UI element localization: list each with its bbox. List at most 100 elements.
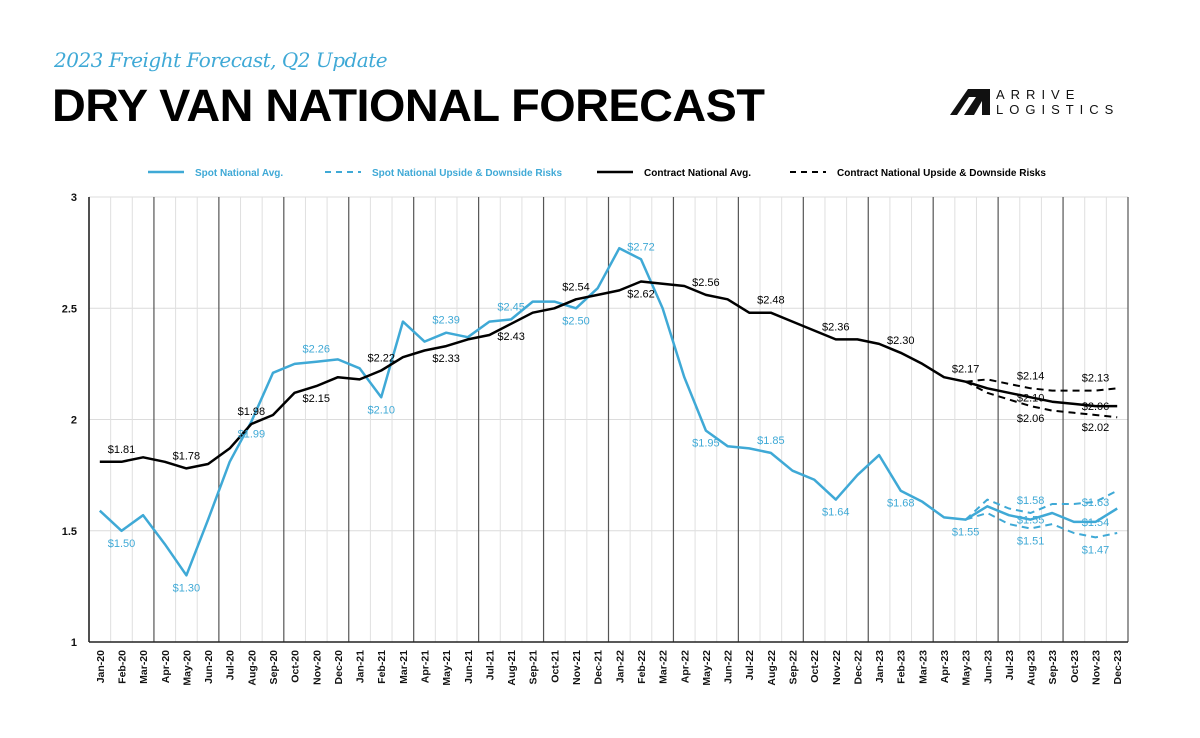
x-tick-label: Nov-23 [1091,650,1103,685]
data-label: $1.64 [822,507,850,519]
x-tick-label: Dec-21 [593,650,605,685]
x-tick-label: Mar-22 [658,650,670,684]
data-label: $1.47 [1082,544,1110,556]
x-tick-label: Sep-23 [1047,650,1059,685]
data-label: $2.02 [1082,422,1110,434]
legend-item: Spot National Upside & Downside Risks [325,168,562,179]
data-label: $2.06 [1082,401,1110,413]
x-tick-label: Jan-21 [355,650,367,683]
data-label: $1.98 [238,406,266,418]
data-label: $2.14 [1017,370,1045,382]
x-tick-label: Mar-20 [138,650,150,684]
x-tick-label: Sep-22 [787,650,799,685]
x-tick-label: Oct-21 [549,650,561,683]
x-tick-label: Jun-23 [982,650,994,684]
data-label: $2.50 [562,315,590,327]
data-label: $1.85 [757,435,785,447]
data-label: $1.55 [1017,515,1045,527]
data-label: $2.13 [1082,373,1110,385]
data-label: $2.48 [757,295,785,307]
x-tick-label: Mar-21 [398,650,410,684]
series-line-spot-national-upside-downside-risks [965,489,1118,521]
x-tick-label: Jan-20 [95,650,107,683]
x-tick-label: Jul-22 [744,650,756,681]
x-tick-label: Oct-20 [290,650,302,683]
legend-item: Contract National Upside & Downside Risk… [790,168,1046,179]
data-label: $1.99 [238,429,266,441]
page-title: DRY VAN NATIONAL FORECAST [52,80,765,131]
y-tick-label: 3 [71,192,77,204]
x-tick-label: Dec-23 [1112,650,1124,685]
x-tick-label: Nov-20 [311,650,323,685]
data-label: $1.95 [692,438,720,450]
data-label: $2.17 [952,364,980,376]
data-label: $2.54 [562,281,590,293]
y-tick-label: 1.5 [62,526,77,538]
data-label: $1.50 [108,538,136,550]
legend-label: Spot National Avg. [195,168,283,179]
data-label: $2.10 [367,404,395,416]
x-tick-label: Aug-23 [1026,650,1038,686]
x-tick-label: Jun-20 [203,650,215,684]
x-tick-label: Nov-22 [831,650,843,685]
x-tick-label: Dec-22 [852,650,864,685]
x-tick-label: May-20 [181,650,193,686]
data-label: $1.68 [887,498,915,510]
x-tick-label: Apr-23 [939,650,951,683]
series-line-spot-national-avg- [98,246,1118,577]
x-tick-label: Jan-23 [874,650,886,683]
legend-label: Contract National Avg. [644,168,751,179]
data-label: $2.36 [822,321,850,333]
x-tick-label: Feb-23 [896,650,908,684]
data-label: $1.55 [952,527,980,539]
x-tick-label: May-23 [961,650,973,686]
legend-item: Contract National Avg. [597,168,751,179]
x-tick-label: Jun-22 [723,650,735,684]
x-tick-label: Aug-20 [246,650,258,686]
data-label: $1.30 [173,582,201,594]
legend-label: Spot National Upside & Downside Risks [372,168,562,179]
data-label: $2.56 [692,277,720,289]
series-line-contract-national-avg- [99,280,1118,470]
x-tick-label: Feb-22 [636,650,648,684]
data-label: $1.63 [1082,497,1110,509]
x-tick-label: Feb-21 [376,650,388,684]
x-tick-label: Dec-20 [333,650,345,685]
x-tick-label: Sep-20 [268,650,280,685]
logo-text-arrive: ARRIVE [996,87,1081,102]
arrive-logistics-logo: ARRIVE LOGISTICS [950,87,1119,117]
data-label: $2.22 [367,353,395,365]
x-tick-label: Apr-20 [160,650,172,683]
y-tick-label: 2.5 [62,303,77,315]
subtitle: 2023 Freight Forecast, Q2 Update [54,48,388,72]
data-label: $2.72 [627,241,655,253]
data-label: $2.62 [627,289,655,301]
x-tick-label: Oct-22 [809,650,821,683]
data-label: $2.30 [887,335,915,347]
y-tick-label: 2 [71,415,77,427]
data-label: $2.15 [303,393,331,405]
x-tick-label: May-22 [701,650,713,686]
x-tick-label: Aug-22 [766,650,778,686]
data-label: $1.58 [1017,495,1045,507]
legend-item: Spot National Avg. [148,168,283,179]
data-label: $2.33 [432,353,460,365]
x-tick-label: Feb-20 [116,650,128,684]
data-label: $1.81 [108,444,136,456]
x-tick-label: Nov-21 [571,650,583,685]
x-tick-label: Aug-21 [506,650,518,686]
data-label: $1.51 [1017,536,1045,548]
x-tick-label: Sep-21 [528,650,540,685]
x-tick-label: Jan-22 [614,650,626,683]
x-tick-label: Jul-23 [1004,650,1016,681]
data-label: $1.54 [1082,517,1110,529]
x-tick-label: Oct-23 [1069,650,1081,683]
data-label: $2.43 [497,331,525,343]
logo-mark-icon [950,89,990,115]
x-tick-label: Jul-21 [484,650,496,681]
data-label: $2.26 [303,344,331,356]
x-tick-label: Apr-21 [420,650,432,683]
y-tick-label: 1 [71,637,77,649]
x-tick-label: Apr-22 [679,650,691,683]
